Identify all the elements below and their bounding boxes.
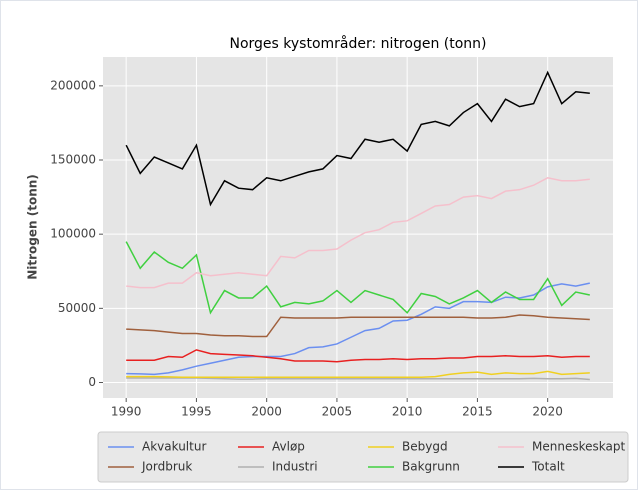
legend-label: Jordbruk xyxy=(141,460,192,474)
legend-label: Industri xyxy=(272,460,318,474)
series-line xyxy=(126,282,590,376)
series-line xyxy=(125,70,590,207)
series-line xyxy=(126,349,590,363)
x-tick-label: 2010 xyxy=(392,405,423,419)
y-tick-label: 0 xyxy=(88,375,96,389)
legend-label: Totalt xyxy=(531,460,565,474)
x-tick-label: 2020 xyxy=(532,405,563,419)
x-tick-label: 1995 xyxy=(181,405,212,419)
x-tick-label: 2005 xyxy=(322,405,353,419)
series-line xyxy=(126,377,590,381)
plot-area xyxy=(103,57,613,398)
series-line xyxy=(126,370,590,379)
series-line xyxy=(126,177,590,289)
legend-label: Akvakultur xyxy=(142,440,206,454)
y-tick-label: 100000 xyxy=(50,227,96,241)
y-tick-label: 50000 xyxy=(58,301,96,315)
x-tick-label: 2015 xyxy=(462,405,493,419)
x-tick-label: 1990 xyxy=(111,405,142,419)
x-tick-label: 2000 xyxy=(251,405,282,419)
legend-label: Menneskeskapt xyxy=(532,440,625,454)
legend-box xyxy=(97,431,629,483)
chart-title: Norges kystområder: nitrogen (tonn) xyxy=(230,35,487,52)
series-line xyxy=(125,241,590,315)
y-tick-label: 150000 xyxy=(50,153,96,167)
legend-label: Bebygd xyxy=(402,440,448,454)
y-axis-label: Nitrogen (tonn) xyxy=(26,174,40,280)
y-tick-label: 200000 xyxy=(50,78,96,92)
legend-label: Bakgrunn xyxy=(402,460,460,474)
legend-label: Avløp xyxy=(272,440,305,454)
series-line xyxy=(126,314,590,338)
